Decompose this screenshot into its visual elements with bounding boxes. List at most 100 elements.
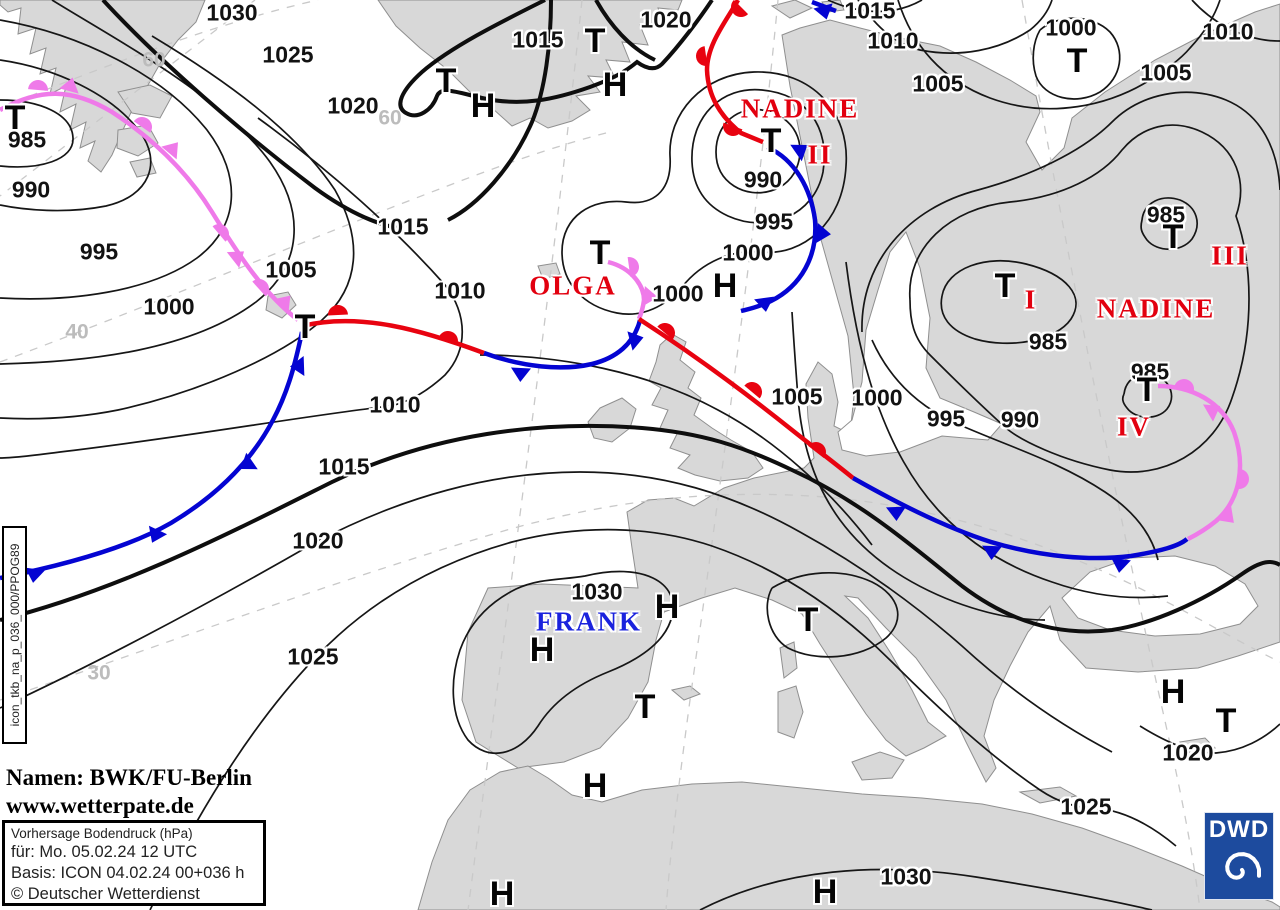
isobar-label: 1000	[143, 293, 195, 320]
warm-front-marker	[328, 305, 348, 316]
low-center-marker: T	[435, 62, 457, 100]
isobar-label: 1010	[1202, 18, 1254, 45]
cold-front-marker	[161, 142, 178, 160]
storm-name-label: OLGA	[529, 270, 617, 301]
occluded-front	[1157, 379, 1249, 542]
warm-front-marker	[1238, 469, 1249, 489]
high-center-marker: H	[712, 267, 738, 305]
cold-front	[851, 476, 1189, 573]
isobar-label: 985	[1028, 328, 1068, 355]
cold-front-marker	[754, 296, 774, 312]
high-center-marker: H	[470, 87, 496, 125]
cold-front-marker	[643, 286, 658, 306]
isobar-label: 1005	[265, 256, 317, 283]
high-center-marker: H	[812, 873, 838, 910]
cold-front-marker	[813, 3, 833, 20]
warm-front-marker	[808, 442, 826, 459]
warm-front-marker	[627, 257, 639, 277]
isobar-label: 985	[7, 126, 47, 153]
land-balearics	[670, 685, 701, 701]
isobar-label: 1015	[377, 213, 429, 240]
isobar-label: 995	[79, 238, 119, 265]
isobar-label: 995	[754, 208, 794, 235]
dwd-logo: DWD	[1204, 812, 1274, 900]
cold-front-marker	[627, 331, 644, 351]
low-center-marker: T	[589, 234, 611, 272]
storm-name-label: II	[807, 139, 833, 170]
isobar-label: 1020	[1162, 739, 1214, 766]
low-center-marker: T	[760, 122, 782, 160]
isobar-label: 1015	[844, 0, 896, 24]
high-center-marker: H	[1160, 673, 1186, 711]
land-faroe	[537, 262, 561, 280]
low-center-marker: T	[797, 601, 819, 639]
cold-front	[0, 331, 305, 583]
dwd-spiral-icon	[1225, 852, 1261, 880]
isobar-label: 985	[1146, 201, 1186, 228]
high-center-marker: H	[529, 631, 555, 669]
cold-front	[483, 319, 644, 382]
cold-front-marker	[982, 545, 1002, 560]
low-center-marker: T	[1066, 42, 1088, 80]
credit-text: Namen: BWK/FU-Berlin www.wetterpate.de	[6, 764, 252, 819]
isobar-label: 1020	[640, 6, 692, 33]
storm-name-label: NADINE	[1096, 293, 1216, 324]
isobar-label: 1030	[571, 578, 623, 605]
cold-front-marker	[25, 567, 45, 583]
isobar-label: 1025	[1060, 793, 1112, 820]
isobar-label: 1020	[292, 527, 344, 554]
warm-front-marker	[744, 382, 762, 399]
cold-front-marker	[1203, 404, 1221, 422]
low-center-marker: T	[4, 99, 26, 137]
cold-front	[740, 144, 831, 314]
high-center-marker: H	[602, 66, 628, 104]
isobar-label: 1000	[722, 239, 774, 266]
isobar-label: 1000	[851, 384, 903, 411]
land-greenland	[377, 0, 683, 129]
graticule-label: 60	[142, 48, 166, 72]
info-valid-time: für: Mo. 05.02.24 12 UTC	[11, 843, 198, 861]
warm-front-marker	[28, 80, 48, 91]
isobar-label: 990	[743, 166, 783, 193]
isobar-label: 1015	[512, 26, 564, 53]
isobar-label: 985	[1130, 358, 1170, 385]
low-center-marker: T	[1136, 371, 1158, 409]
graticule-label: 60	[378, 106, 402, 130]
land-sardinia	[777, 685, 804, 739]
isobar-label: 1030	[206, 0, 258, 26]
warm-front	[696, 0, 764, 145]
cold-front-marker	[886, 506, 906, 521]
occluded-front	[607, 257, 658, 320]
occluded-front	[0, 77, 300, 322]
cold-front-marker	[59, 77, 79, 94]
info-copyright: © Deutscher Wetterdienst	[11, 885, 200, 903]
warm-front-marker	[731, 0, 749, 17]
isobar-label: 1010	[434, 277, 486, 304]
warm-front-marker	[438, 331, 458, 344]
isobar-label: 990	[11, 176, 51, 203]
warm-front	[637, 317, 855, 480]
graticule-label: 30	[87, 661, 111, 685]
warm-front-marker	[212, 224, 229, 242]
cold-front-marker	[1111, 557, 1131, 573]
product-code-box: icon_tkb_na_p_036_000/PPOG89	[2, 526, 27, 744]
warm-front-marker	[723, 122, 743, 136]
cold-front-marker	[273, 295, 291, 313]
storm-name-label: IV	[1116, 411, 1152, 442]
credit-line-names: Namen: BWK/FU-Berlin	[6, 765, 252, 790]
low-center-marker: T	[634, 688, 656, 726]
isobar-label: 1020	[327, 92, 379, 119]
info-model-basis: Basis: ICON 04.02.24 00+036 h	[11, 864, 245, 882]
low-center-marker: T	[994, 267, 1016, 305]
low-center-marker: T	[584, 22, 606, 60]
cold-front-marker	[290, 356, 305, 376]
storm-name-label: NADINE	[740, 93, 860, 124]
isobar-label: 1015	[318, 453, 370, 480]
storm-name-label: I	[1024, 284, 1038, 315]
cold-front-marker	[148, 525, 168, 543]
isobar-label: 1005	[1140, 59, 1192, 86]
